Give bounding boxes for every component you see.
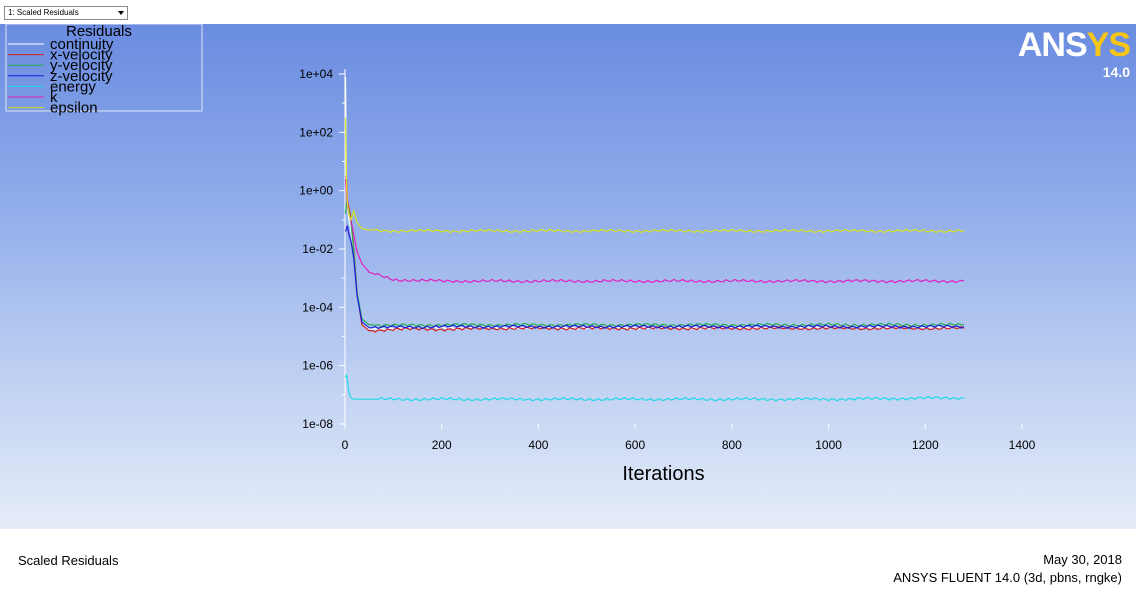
- logo-text-b: YS: [1086, 26, 1131, 64]
- legend-entry-x-velocity: x-velocity: [50, 47, 113, 64]
- x-tick-label: 0: [342, 438, 349, 452]
- graphics-window: Residuals continuity x-velocity y-velocity z…: [0, 24, 1136, 529]
- y-tick-label: 1e-04: [302, 300, 333, 314]
- logo-version: 14.0: [1102, 64, 1130, 80]
- x-tick-label: 1000: [815, 438, 842, 452]
- y-tick-label: 1e+04: [299, 67, 333, 81]
- y-tick-label: 1e+02: [299, 125, 333, 139]
- legend-entry-y-velocity: y-velocity: [50, 57, 113, 74]
- logo-wordmark: ANSYS: [1017, 26, 1131, 64]
- chevron-down-icon: [118, 11, 124, 15]
- series-line-epsilon: [344, 117, 965, 234]
- window-toolbar: 1: Scaled Residuals: [0, 0, 1136, 24]
- footer: Scaled Residuals May 30, 2018 ANSYS FLUE…: [0, 529, 1136, 600]
- legend-box: [5, 24, 203, 112]
- y-tick-label: 1e-06: [302, 359, 333, 373]
- legend-entry-z-velocity: z-velocity: [50, 68, 113, 85]
- x-tick-label: 400: [528, 438, 548, 452]
- x-tick-label: 600: [625, 438, 645, 452]
- x-tick-label: 1200: [912, 438, 939, 452]
- x-axis-label: Iterations: [622, 463, 704, 485]
- plot-window-select[interactable]: 1: Scaled Residuals: [4, 6, 128, 20]
- chart-series: [344, 76, 965, 402]
- x-tick-label: 800: [722, 438, 742, 452]
- series-line-x-velocity: [345, 175, 965, 333]
- series-line-k: [344, 178, 965, 284]
- legend: Residualscontinuityx-velocityy-velocityz…: [5, 24, 203, 117]
- legend-entry-k: k: [50, 89, 58, 106]
- residuals-chart: Residualscontinuityx-velocityy-velocityz…: [5, 24, 1036, 485]
- x-tick-label: 200: [432, 438, 452, 452]
- footer-solver-info: ANSYS FLUENT 14.0 (3d, pbns, rngke): [893, 570, 1122, 585]
- y-tick-label: 1e-02: [302, 242, 333, 256]
- plot-window-select-label: 1: Scaled Residuals: [8, 8, 79, 17]
- series-line-continuity: [344, 76, 965, 331]
- ansys-logo: ANSYS 14.0: [1017, 26, 1131, 80]
- legend-title: Residuals: [66, 24, 132, 40]
- y-tick-label: 1e-08: [302, 417, 333, 431]
- x-tick-label: 1400: [1009, 438, 1036, 452]
- footer-title: Scaled Residuals: [18, 553, 119, 568]
- footer-date: May 30, 2018: [1043, 552, 1122, 567]
- series-line-z-velocity: [344, 225, 965, 330]
- legend-entry-epsilon: epsilon: [50, 100, 98, 117]
- chart-axes: 1e+04 1e+02 1e+00 1e-02 1e-04 1e-06 1e-08 0 200 4…: [299, 67, 1035, 485]
- legend-entry-energy: energy: [50, 78, 96, 95]
- series-line-y-velocity: [344, 202, 964, 328]
- series-line-energy: [344, 374, 965, 402]
- y-tick-label: 1e+00: [299, 184, 333, 198]
- logo-text-a: ANS: [1017, 26, 1088, 64]
- legend-entry-continuity: continuity: [50, 36, 114, 53]
